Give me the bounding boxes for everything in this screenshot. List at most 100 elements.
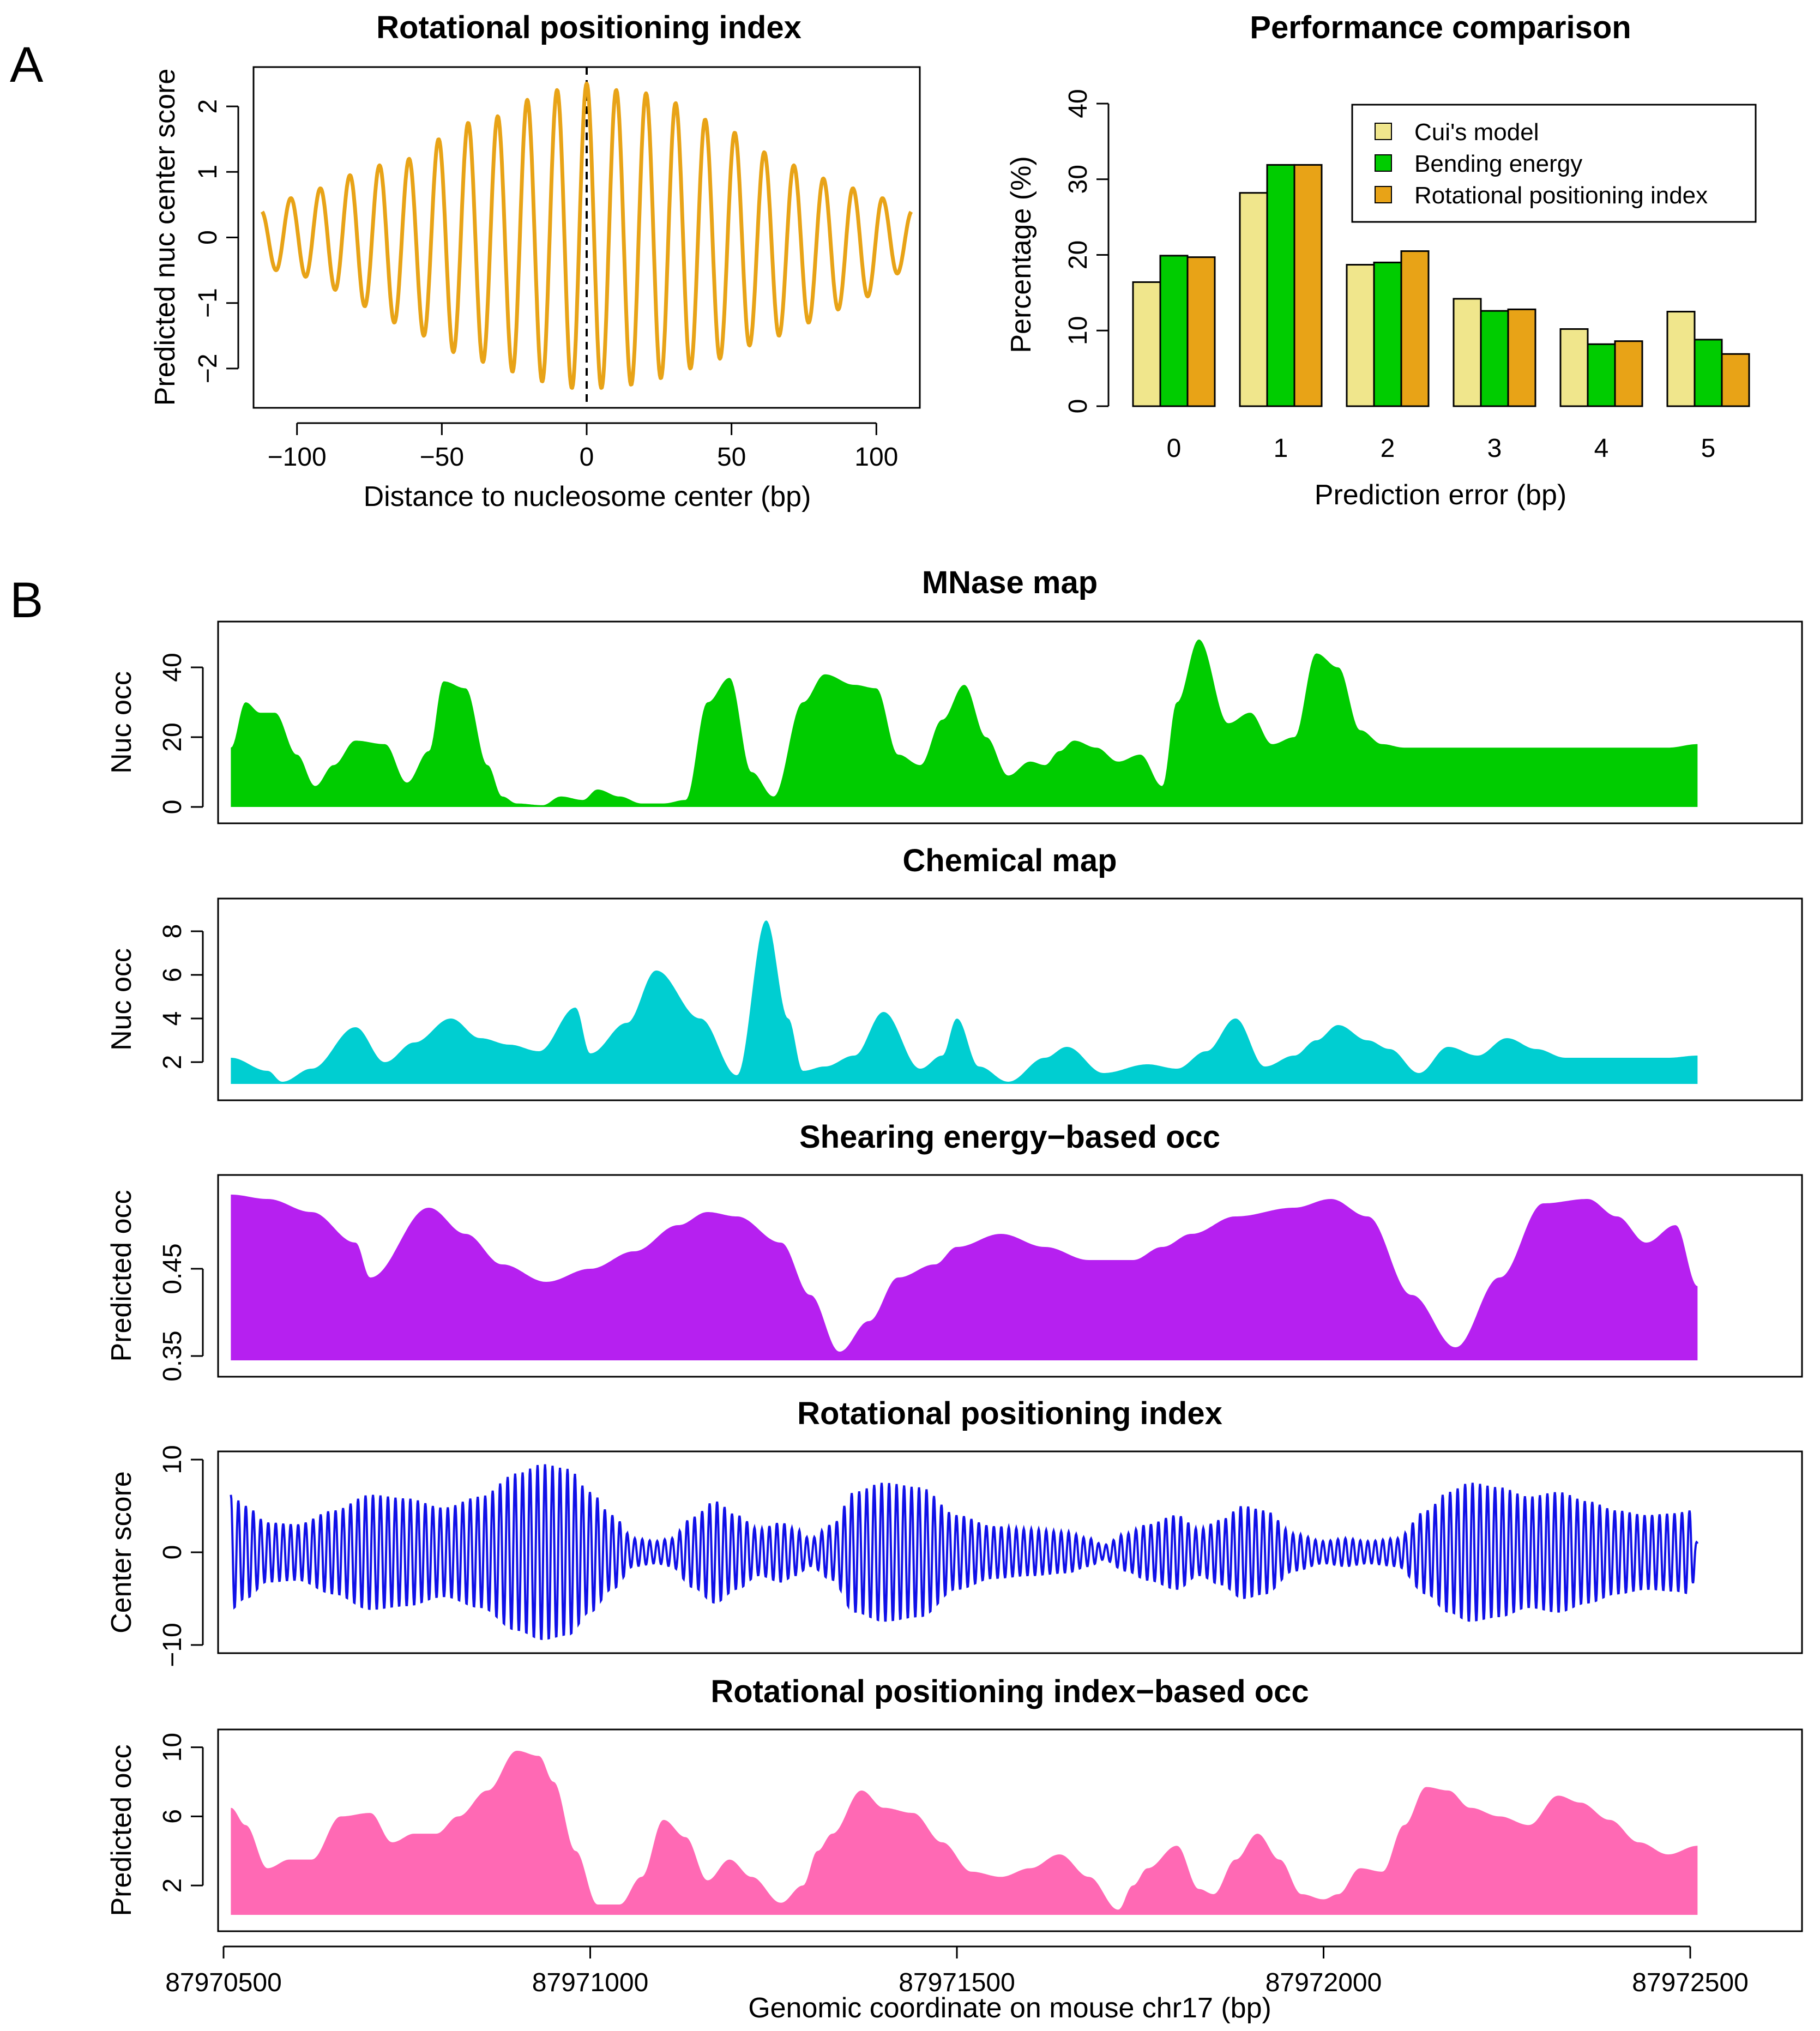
perf-y-tick-label: 0 bbox=[1064, 399, 1093, 414]
shearing-area bbox=[231, 1195, 1698, 1360]
mnase-ylabel: Nuc occ bbox=[106, 671, 137, 774]
perf-bar-cui-1 bbox=[1239, 192, 1268, 407]
rotidx-y-tick-label: −2 bbox=[194, 354, 222, 384]
chemical-y-axis: 2 4 6 8 bbox=[158, 924, 204, 1070]
chemical-title: Chemical map bbox=[902, 843, 1117, 878]
perf-legend-box bbox=[1351, 104, 1757, 223]
rotidx-x-tick-label: 0 bbox=[580, 443, 594, 472]
rotocc-title: Rotational positioning index−based occ bbox=[710, 1674, 1309, 1709]
chart-mnase: MNase map 0 20 40 Nuc occ bbox=[106, 565, 1803, 824]
perf-bar-bending-2 bbox=[1373, 261, 1402, 407]
shearing-title: Shearing energy−based occ bbox=[799, 1119, 1220, 1155]
chemical-y-tick-label: 8 bbox=[158, 924, 187, 939]
perf-bar-cui-5 bbox=[1666, 311, 1696, 407]
rotidx-ylabel: Predicted nuc center score bbox=[149, 69, 181, 406]
perf-bar-cui-3 bbox=[1453, 298, 1482, 407]
perf-bars bbox=[1132, 164, 1750, 407]
chemical-y-tick-label: 2 bbox=[158, 1055, 187, 1070]
perf-bar-cui-2 bbox=[1346, 264, 1375, 407]
perf-bar-rotidx-2 bbox=[1400, 250, 1430, 407]
rotocc-ylabel: Predicted occ bbox=[106, 1744, 137, 1916]
rotocc-x-tick-label: 87972500 bbox=[1632, 1968, 1749, 1997]
mnase-title: MNase map bbox=[922, 565, 1098, 600]
perf-bar-rotidx-0 bbox=[1186, 256, 1216, 407]
perf-x-tick-label: 4 bbox=[1594, 434, 1609, 463]
rotidx-y-axis: −2 −1 0 1 2 bbox=[194, 99, 239, 384]
perf-x-tick-label: 5 bbox=[1701, 434, 1716, 463]
perf-bar-bending-5 bbox=[1694, 339, 1723, 407]
rotocc-y-axis: 2 6 10 bbox=[158, 1733, 204, 1893]
perf-x-ticklabels: 0 1 2 3 4 5 bbox=[1167, 434, 1716, 463]
mnase-area bbox=[231, 639, 1698, 807]
rotocc-x-tick-label: 87971500 bbox=[899, 1968, 1015, 1997]
rotidx-x-tick-label: 50 bbox=[717, 443, 746, 472]
mnase-plot-frame bbox=[217, 620, 1803, 824]
mnase-y-tick-label: 20 bbox=[158, 722, 187, 751]
perf-y-tick-label: 20 bbox=[1064, 240, 1093, 269]
rotidx-y-tick-label: −1 bbox=[194, 288, 222, 318]
perf-xlabel: Prediction error (bp) bbox=[1315, 479, 1566, 511]
rotocc-y-tick-label: 6 bbox=[158, 1809, 187, 1824]
perf-x-tick-label: 3 bbox=[1487, 434, 1502, 463]
rotsignal-ylabel: Center score bbox=[106, 1471, 137, 1634]
perf-x-tick-label: 2 bbox=[1381, 434, 1395, 463]
perf-x-tick-label: 0 bbox=[1167, 434, 1182, 463]
chemical-area bbox=[231, 920, 1698, 1084]
rotidx-x-axis: −100 −50 0 50 100 bbox=[268, 422, 898, 472]
rotocc-x-tick-label: 87971000 bbox=[532, 1968, 649, 1997]
perf-y-tick-label: 30 bbox=[1064, 165, 1093, 194]
rotsignal-y-tick-label: 0 bbox=[158, 1545, 187, 1560]
panel-label-b: B bbox=[10, 572, 43, 628]
perf-bar-bending-3 bbox=[1480, 310, 1509, 407]
rotidx-y-tick-label: 2 bbox=[194, 99, 222, 114]
perf-y-axis: 0 10 20 30 40 bbox=[1064, 89, 1110, 414]
chart-rotidx: Rotational positioning index −100 −50 0 50 1… bbox=[149, 10, 921, 513]
rotsignal-y-tick-label: 10 bbox=[158, 1445, 187, 1474]
chart-rotocc: Rotational positioning index−based occ 2… bbox=[106, 1674, 1803, 2024]
perf-bar-cui-0 bbox=[1132, 281, 1161, 407]
perf-bar-rotidx-4 bbox=[1614, 340, 1643, 407]
panel-label-a: A bbox=[10, 37, 44, 93]
rotsignal-y-tick-label: −10 bbox=[158, 1623, 187, 1667]
chemical-plot-frame bbox=[217, 897, 1803, 1101]
perf-legend: Cui's model Bending energy Rotational po… bbox=[1351, 104, 1757, 223]
perf-bar-rotidx-1 bbox=[1293, 164, 1323, 407]
rotidx-x-tick-label: −100 bbox=[268, 443, 327, 472]
rotidx-x-tick-label: 100 bbox=[854, 443, 898, 472]
rotsignal-title: Rotational positioning index bbox=[797, 1396, 1222, 1431]
rotsignal-line bbox=[230, 1464, 1699, 1640]
rotidx-x-tick-label: −50 bbox=[420, 443, 464, 472]
rotidx-y-tick-label: 1 bbox=[194, 165, 222, 179]
shearing-ylabel: Predicted occ bbox=[106, 1190, 137, 1361]
perf-title: Performance comparison bbox=[1250, 10, 1631, 45]
rotocc-x-tick-label: 87972000 bbox=[1265, 1968, 1382, 1997]
perf-bar-rotidx-3 bbox=[1507, 308, 1536, 407]
perf-legend-label-bending: Bending energy bbox=[1414, 150, 1582, 177]
rotocc-x-axis: 87970500 87971000 87971500 87972000 87972500 bbox=[165, 1945, 1749, 1997]
rotidx-y-tick-label: 0 bbox=[194, 230, 222, 245]
perf-legend-label-rotidx: Rotational positioning index bbox=[1414, 182, 1708, 209]
rotocc-plot-frame bbox=[217, 1728, 1803, 1932]
chemical-ylabel: Nuc occ bbox=[106, 948, 137, 1051]
chart-rotsignal: Rotational positioning index −10 0 10 Cent… bbox=[106, 1396, 1803, 1667]
perf-legend-swatch-bending bbox=[1375, 154, 1392, 172]
perf-y-tick-label: 40 bbox=[1064, 89, 1093, 118]
perf-bar-cui-4 bbox=[1559, 328, 1589, 407]
perf-bar-bending-1 bbox=[1266, 164, 1295, 407]
perf-legend-label-cui: Cui's model bbox=[1414, 119, 1539, 146]
shearing-y-tick-label: 0.45 bbox=[158, 1243, 187, 1294]
rotidx-xlabel: Distance to nucleosome center (bp) bbox=[364, 481, 811, 513]
perf-x-tick-label: 1 bbox=[1274, 434, 1288, 463]
rotsignal-y-axis: −10 0 10 bbox=[158, 1445, 204, 1667]
chart-chemical: Chemical map 2 4 6 8 Nuc occ bbox=[106, 843, 1803, 1101]
rotidx-series-line bbox=[260, 81, 913, 390]
mnase-y-tick-label: 0 bbox=[158, 800, 187, 815]
perf-ylabel: Percentage (%) bbox=[1005, 156, 1037, 353]
rotocc-xlabel: Genomic coordinate on mouse chr17 (bp) bbox=[748, 1992, 1271, 2024]
chemical-y-tick-label: 4 bbox=[158, 1011, 187, 1026]
mnase-y-axis: 0 20 40 bbox=[158, 653, 204, 815]
rotocc-y-tick-label: 10 bbox=[158, 1733, 187, 1762]
chemical-y-tick-label: 6 bbox=[158, 968, 187, 983]
